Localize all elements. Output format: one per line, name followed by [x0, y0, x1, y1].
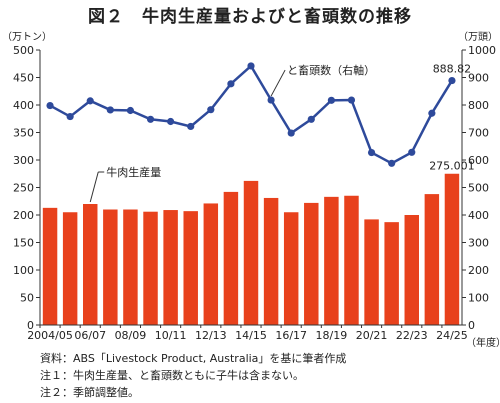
line-point — [287, 129, 295, 137]
bar — [404, 215, 419, 325]
bar — [263, 197, 279, 325]
bar — [62, 212, 78, 325]
y-right-tick-label: 900 — [468, 72, 489, 85]
y-left-tick-label: 150 — [13, 237, 34, 250]
bar — [42, 207, 58, 325]
x-tick-label: 20/21 — [356, 329, 388, 342]
line-point — [388, 159, 396, 167]
line-point — [126, 106, 135, 115]
bar — [444, 173, 460, 325]
note-1: 注１：牛肉生産量、と畜頭数ともに子牛は含まない。 — [40, 369, 304, 382]
y-right-tick-label: 100 — [468, 292, 489, 305]
y-left-tick-label: 400 — [13, 99, 34, 112]
line-point — [227, 80, 235, 88]
bar — [324, 196, 339, 325]
x-tick-label: 18/19 — [316, 329, 348, 342]
line-point — [307, 115, 315, 123]
y-left-tick-label: 200 — [13, 209, 34, 222]
line-point — [267, 96, 275, 104]
note-source: 資料：ABS「Livestock Product, Australia」を基に筆… — [40, 352, 347, 365]
bar — [304, 202, 319, 325]
bar — [424, 194, 440, 325]
x-tick-label: 16/17 — [275, 329, 307, 342]
bar — [83, 204, 98, 325]
line-point — [428, 109, 436, 117]
x-tick-label: 08/09 — [115, 329, 147, 342]
y-left-tick-label: 250 — [13, 182, 34, 195]
line-point — [46, 101, 54, 110]
line-point — [86, 97, 94, 105]
y-right-tick-label: 1000 — [468, 44, 496, 57]
y-left-tick-label: 100 — [13, 264, 34, 277]
bar — [344, 195, 359, 325]
x-tick-label: 22/23 — [396, 329, 428, 342]
chart-title: 図２ 牛肉生産量およびと畜頭数の推移 — [88, 7, 412, 27]
y-right-tick-label: 600 — [468, 154, 489, 167]
y-right-tick-label: 500 — [468, 182, 489, 195]
x-tick-label: 2004/05 — [27, 329, 73, 342]
y-left-tick-label: 300 — [13, 154, 34, 167]
line-series-leader — [270, 69, 286, 97]
bar — [223, 191, 239, 325]
y-right-tick-label: 300 — [468, 237, 489, 250]
bar-series-label: 牛肉生産量 — [106, 165, 161, 179]
y-right-tick-label: 0 — [468, 319, 475, 332]
line-point — [347, 96, 356, 104]
note-2: 注２：季節調整値。 — [40, 386, 139, 399]
y-left-tick-label: 0 — [27, 319, 34, 332]
bar-series-leader — [89, 171, 99, 203]
notes: 資料：ABS「Livestock Product, Australia」を基に筆… — [40, 350, 346, 401]
y-left-tick-label: 500 — [13, 44, 34, 57]
y-left-tick-label: 50 — [20, 292, 34, 305]
line-point — [367, 148, 376, 157]
line-series — [49, 64, 454, 165]
x-tick-label: 14/15 — [235, 329, 267, 342]
line-point — [247, 62, 255, 70]
bar — [103, 209, 118, 325]
line-point — [146, 115, 155, 123]
bar — [123, 209, 138, 325]
chart: （万トン） （万頭） （年度） 0 50 100 150 200 250 300 350 400… — [2, 31, 500, 349]
bar — [183, 211, 198, 325]
y-right-tick-label: 700 — [468, 127, 489, 140]
line-point — [167, 117, 175, 126]
line-point — [187, 122, 195, 131]
x-unit: （年度） — [466, 336, 500, 349]
y-right-tick-label: 400 — [468, 209, 489, 222]
bar — [243, 180, 259, 325]
bar — [384, 222, 399, 325]
bar — [283, 212, 299, 325]
bar — [203, 203, 219, 325]
y-right-unit: （万頭） — [458, 31, 498, 43]
line-point — [408, 148, 416, 156]
y-right-tick-label: 200 — [468, 264, 489, 277]
x-tick-label: 12/13 — [195, 329, 227, 342]
bar — [163, 210, 178, 325]
y-right-tick-label: 800 — [468, 99, 489, 112]
x-tick-label: 24/25 — [436, 329, 468, 342]
line-point — [106, 106, 114, 114]
bar-last-data-label: 275.001 — [429, 160, 475, 173]
bar — [143, 211, 158, 325]
line-last-data-label: 888.82 — [433, 63, 472, 76]
y-left-tick-label: 450 — [13, 72, 34, 85]
line-point — [66, 112, 74, 121]
bar — [364, 219, 379, 325]
line-point — [448, 76, 456, 85]
line-series-label: と畜頭数（右軸） — [287, 63, 375, 77]
x-tick-label: 06/07 — [74, 329, 106, 342]
y-left-unit: （万トン） — [2, 31, 52, 43]
x-tick-label: 10/11 — [155, 329, 187, 342]
y-left-tick-label: 350 — [13, 127, 34, 140]
line-point — [327, 96, 335, 104]
line-point — [207, 106, 215, 114]
